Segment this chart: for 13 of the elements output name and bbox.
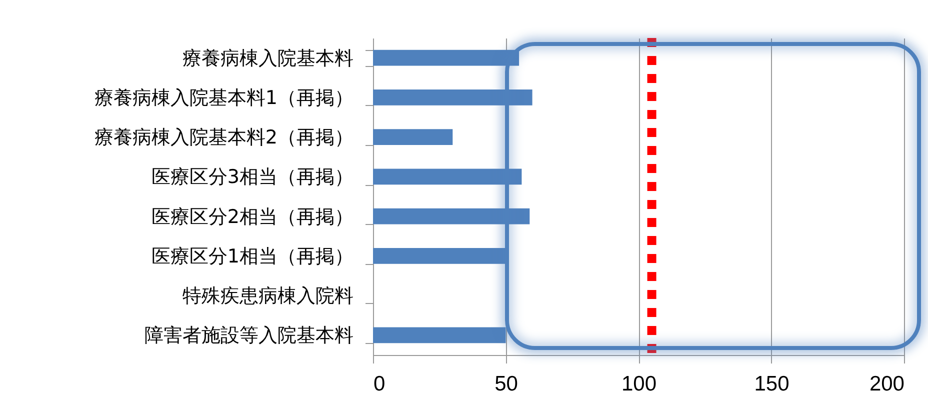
y-tick-label: 障害者施設等入院基本料 [144,324,354,347]
y-tick-label: 医療区分1相当（再掲） [151,245,354,268]
y-tick-label: 療養病棟入院基本料2（再掲） [94,126,354,149]
y-tick-label: 医療区分3相当（再掲） [151,166,354,188]
x-tick-label: 150 [754,372,790,396]
x-tick-label: 200 [869,372,904,396]
x-tick-label: 0 [374,372,386,396]
x-tick-label: 100 [621,372,657,396]
y-tick-label: 療養病棟入院基本料 [182,47,354,70]
x-tick-label: 50 [494,372,518,396]
y-tick-label: 医療区分2相当（再掲） [151,206,354,228]
y-tick-label: 療養病棟入院基本料1（再掲） [94,86,354,109]
y-tick-label: 特殊疾患病棟入院料 [182,285,354,308]
